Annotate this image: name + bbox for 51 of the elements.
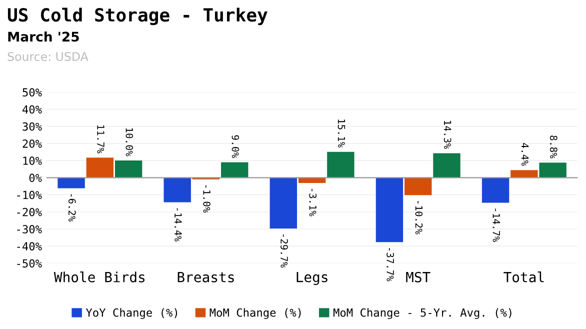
bar [327,152,354,178]
y-tick-label: -10% [17,190,42,200]
legend-label: YoY Change (%) [86,308,178,319]
bar [221,162,248,178]
bar [58,178,85,188]
y-tick-label: 40% [22,105,42,114]
x-tick-label: Total [504,272,544,282]
chart-title: US Cold Storage - Turkey [8,8,268,26]
bar [298,178,326,183]
data-label: -37.7% [386,248,394,282]
x-tick-label: Whole Birds [54,272,145,282]
y-tick-label: 20% [22,139,42,148]
bar [270,178,298,228]
x-tick-label: Legs [296,272,328,286]
data-label: -14.4% [174,208,182,242]
data-label: -10.2% [415,200,423,234]
data-label: -6.2% [68,194,76,222]
bar [510,170,538,178]
data-label: 10.0% [126,128,134,156]
data-label: -1.0% [203,185,210,213]
y-tick-label: 50% [22,88,42,97]
y-tick-label: 0% [29,174,42,182]
data-label: 11.7% [97,125,104,154]
data-label: -29.7% [280,234,288,268]
x-tick-label: MST [406,272,430,282]
source-note: Source: USDA [8,52,88,61]
bar [114,160,142,178]
y-tick-label: -50% [17,259,42,268]
legend-label: MoM Change - 5-Yr. Avg. (%) [333,308,512,319]
data-label: 9.0% [232,135,240,158]
bar [376,178,404,242]
y-tick-label: 30% [22,122,42,131]
data-label: 15.1% [338,120,346,148]
bar [433,153,460,178]
y-tick-label: -20% [17,208,42,216]
legend-label: MoM Change (%) [210,308,301,319]
y-tick-label: 10% [23,156,42,165]
data-label: -3.1% [309,188,317,216]
chart-subtitle: March '25 [8,31,79,42]
bar [86,158,114,178]
y-tick-label: -30% [17,224,42,234]
data-label: 14.3% [444,120,452,149]
x-tick-label: Breasts [178,272,234,282]
bar [164,178,191,202]
bar [482,178,510,203]
bar [404,178,432,196]
y-tick-label: -40% [17,242,42,250]
bar [539,162,566,178]
data-label: 4.4% [521,143,529,166]
data-label: -14.7% [492,208,500,242]
data-label: 8.8% [550,136,558,158]
